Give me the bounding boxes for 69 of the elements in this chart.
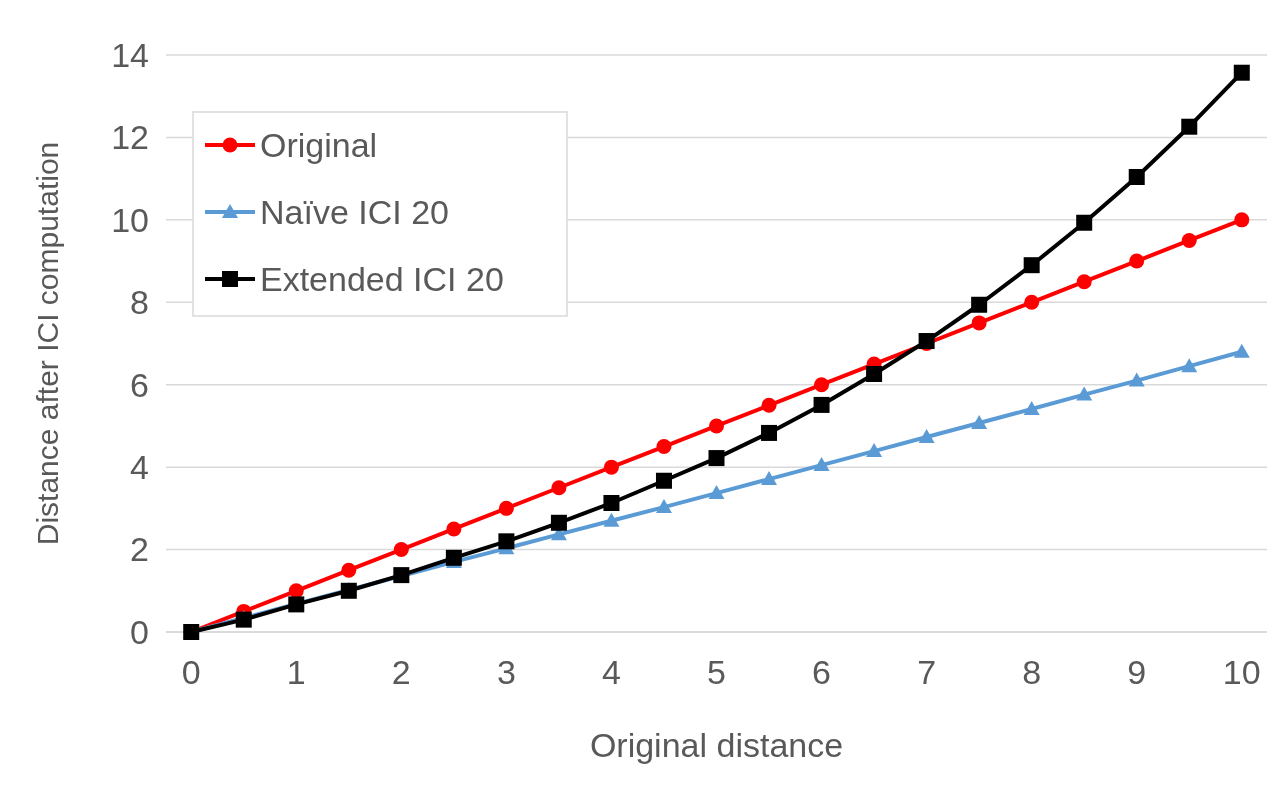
point <box>1023 257 1040 274</box>
y-tick-label: 12 <box>111 118 149 157</box>
x-tick-label: 0 <box>181 653 201 691</box>
point <box>393 542 409 558</box>
point <box>498 533 515 550</box>
point <box>971 315 987 331</box>
x-tick-label: 2 <box>391 653 411 691</box>
point <box>550 514 567 531</box>
y-tick-label: 2 <box>130 530 149 569</box>
y-tick-label: 0 <box>130 612 149 651</box>
point <box>235 611 252 628</box>
point <box>1181 232 1197 248</box>
point <box>446 521 462 537</box>
point <box>341 562 357 578</box>
point <box>603 512 620 527</box>
point <box>709 418 724 434</box>
x-tick-label: 5 <box>707 653 726 691</box>
point <box>708 485 725 500</box>
x-tick-label: 10 <box>1222 653 1261 691</box>
x-tick-label: 7 <box>917 653 937 691</box>
point <box>655 472 672 489</box>
point <box>866 443 883 458</box>
x-tick-label: 9 <box>1127 653 1147 691</box>
point <box>866 366 883 382</box>
y-tick-label: 14 <box>111 35 149 74</box>
y-tick-label: 4 <box>130 448 149 487</box>
point <box>813 457 830 472</box>
legend-label: Extended ICI 20 <box>260 259 504 298</box>
point <box>1128 168 1145 185</box>
point <box>1076 214 1093 231</box>
point <box>708 450 725 467</box>
x-tick-label: 8 <box>1022 653 1042 691</box>
point <box>971 296 988 313</box>
point <box>1181 118 1198 135</box>
point <box>971 415 988 430</box>
point <box>761 471 778 486</box>
x-axis-title: Original distance <box>589 726 844 764</box>
x-tick-label: 4 <box>601 653 621 691</box>
y-axis-title: Distance after ICI computation <box>31 141 64 546</box>
point <box>445 549 462 566</box>
y-tick-label: 8 <box>130 283 149 322</box>
point <box>551 480 567 496</box>
point <box>498 500 514 516</box>
point <box>1233 343 1250 358</box>
point <box>1234 212 1250 228</box>
point <box>603 495 620 511</box>
point <box>1024 294 1040 310</box>
point <box>814 377 830 393</box>
point <box>761 397 777 413</box>
point <box>1128 372 1145 387</box>
point <box>1233 64 1250 81</box>
point <box>603 459 619 475</box>
point <box>1129 253 1145 269</box>
y-tick-label: 6 <box>130 365 149 404</box>
legend-label: Original <box>260 125 378 164</box>
y-tick-label: 10 <box>111 200 149 239</box>
legend-label: Naïve ICI 20 <box>260 192 449 231</box>
point <box>761 424 778 441</box>
point <box>813 396 830 413</box>
point <box>1076 386 1093 401</box>
point <box>918 429 935 444</box>
x-tick-label: 3 <box>496 653 516 691</box>
point <box>1181 358 1198 373</box>
x-tick-label: 6 <box>812 653 832 691</box>
point <box>1076 274 1092 290</box>
point <box>656 439 672 455</box>
x-tick-label: 1 <box>286 653 306 691</box>
point <box>1023 401 1040 416</box>
point <box>655 499 672 514</box>
